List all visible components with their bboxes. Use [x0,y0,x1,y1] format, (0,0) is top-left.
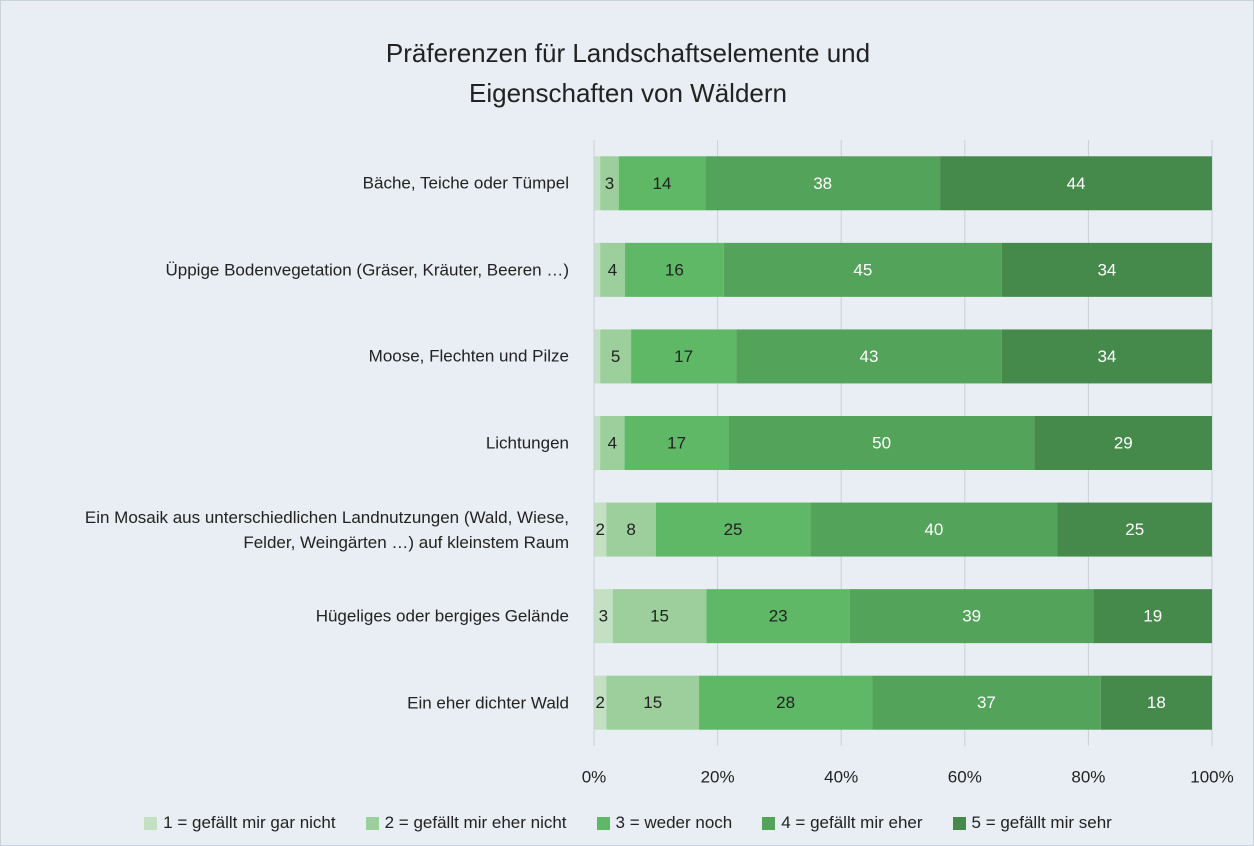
bar-segment [594,416,601,470]
legend: 1 = gefällt mir gar nicht 2 = gefällt mir… [1,813,1253,833]
bar-segment [600,242,625,297]
legend-label: 5 = gefällt mir sehr [971,813,1112,832]
x-tick-label: 60% [948,767,982,786]
bar-segment [594,502,607,557]
bar-segment [600,156,619,211]
data-label: 25 [724,520,743,539]
bar-segment [618,156,706,211]
data-label: 28 [776,693,795,712]
legend-label: 2 = gefällt mir eher nicht [384,813,567,832]
bar-segment [872,675,1101,730]
bar-segment [736,329,1002,384]
x-tick-label: 100% [1190,767,1233,786]
data-label: 40 [924,520,943,539]
bar-segment [624,416,729,470]
bar-segment [624,242,724,297]
data-label: 43 [860,347,879,366]
data-label: 34 [1097,260,1116,279]
category-label: Ein Mosaik aus unterschiedlichen Landnut… [84,507,569,552]
x-tick-label: 0% [582,767,607,786]
data-label: 18 [1147,693,1166,712]
data-label: 23 [769,607,788,626]
data-label: 17 [667,433,686,452]
legend-swatch [762,816,776,830]
bar-segment [705,156,941,211]
data-label: 29 [1114,433,1133,452]
bar-segment [940,156,1212,211]
bar-segment [1093,589,1212,644]
x-tick-label: 80% [1071,767,1105,786]
category-label: Bäche, Teiche oder Tümpel [362,173,569,193]
bar-segment [606,502,656,557]
x-tick-label: 20% [701,767,735,786]
data-label: 16 [665,260,684,279]
bar-segment [594,156,601,211]
data-label: 4 [608,433,617,452]
bar-segment [810,502,1058,557]
data-label: 37 [977,693,996,712]
bar-segment [655,502,811,557]
x-tick-label: 40% [824,767,858,786]
bar-segment [728,416,1035,470]
data-label: 19 [1143,607,1162,626]
data-label: 3 [599,607,608,626]
data-label: 39 [962,607,981,626]
bar-segment [706,589,850,644]
bar-segment [606,675,700,730]
bar-segment [600,416,625,470]
data-label: 45 [853,260,872,279]
chart-title: Präferenzen für Landschaftselemente und … [385,38,871,108]
data-label: 34 [1097,347,1116,366]
category-label: Lichtungen [485,433,569,453]
data-label: 50 [872,433,891,452]
data-label: 17 [674,347,693,366]
legend-label: 4 = gefällt mir eher [781,813,923,832]
category-label: Üppige Bodenvegetation (Gräser, Kräuter,… [165,260,569,280]
legend-item: 2 = gefällt mir eher nicht [365,813,567,833]
bar-segment [600,329,632,384]
bar-segment [594,329,601,384]
legend-swatch [596,816,610,830]
legend-label: 3 = weder noch [615,813,733,832]
bar-segment [849,589,1094,644]
data-label: 4 [608,260,617,279]
legend-item: 1 = gefällt mir gar nicht [144,813,336,833]
data-label: 5 [611,347,620,366]
bar-segment [1100,675,1212,730]
data-label: 38 [813,174,832,193]
category-label: Ein eher dichter Wald [407,693,569,713]
bar-segment [594,675,607,730]
data-label: 15 [650,607,669,626]
bar-segment [1034,416,1212,470]
legend-item: 4 = gefällt mir eher [762,813,923,833]
bar-segment [631,329,737,384]
category-label: Moose, Flechten und Pilze [368,346,569,366]
bar-segment [1001,242,1212,297]
bar-segment [594,589,613,644]
data-label: 3 [605,174,614,193]
bar-segment [723,242,1002,297]
data-label: 25 [1125,520,1144,539]
legend-item: 5 = gefällt mir sehr [952,813,1112,833]
data-label: 14 [653,174,672,193]
data-label: 44 [1067,174,1086,193]
bar-segment [1057,502,1212,557]
category-label: Hügeliges oder bergiges Gelände [315,606,569,626]
legend-swatch [952,816,966,830]
bar-segment [1001,329,1212,384]
bar-segment [699,675,873,730]
bar-segment [594,242,601,297]
legend-item: 3 = weder noch [596,813,733,833]
legend-swatch [144,816,158,830]
bar-segment [612,589,707,644]
data-label: 2 [595,693,604,712]
data-label: 8 [626,520,635,539]
legend-swatch [365,816,379,830]
data-label: 2 [595,520,604,539]
data-label: 15 [643,693,662,712]
legend-label: 1 = gefällt mir gar nicht [163,813,336,832]
